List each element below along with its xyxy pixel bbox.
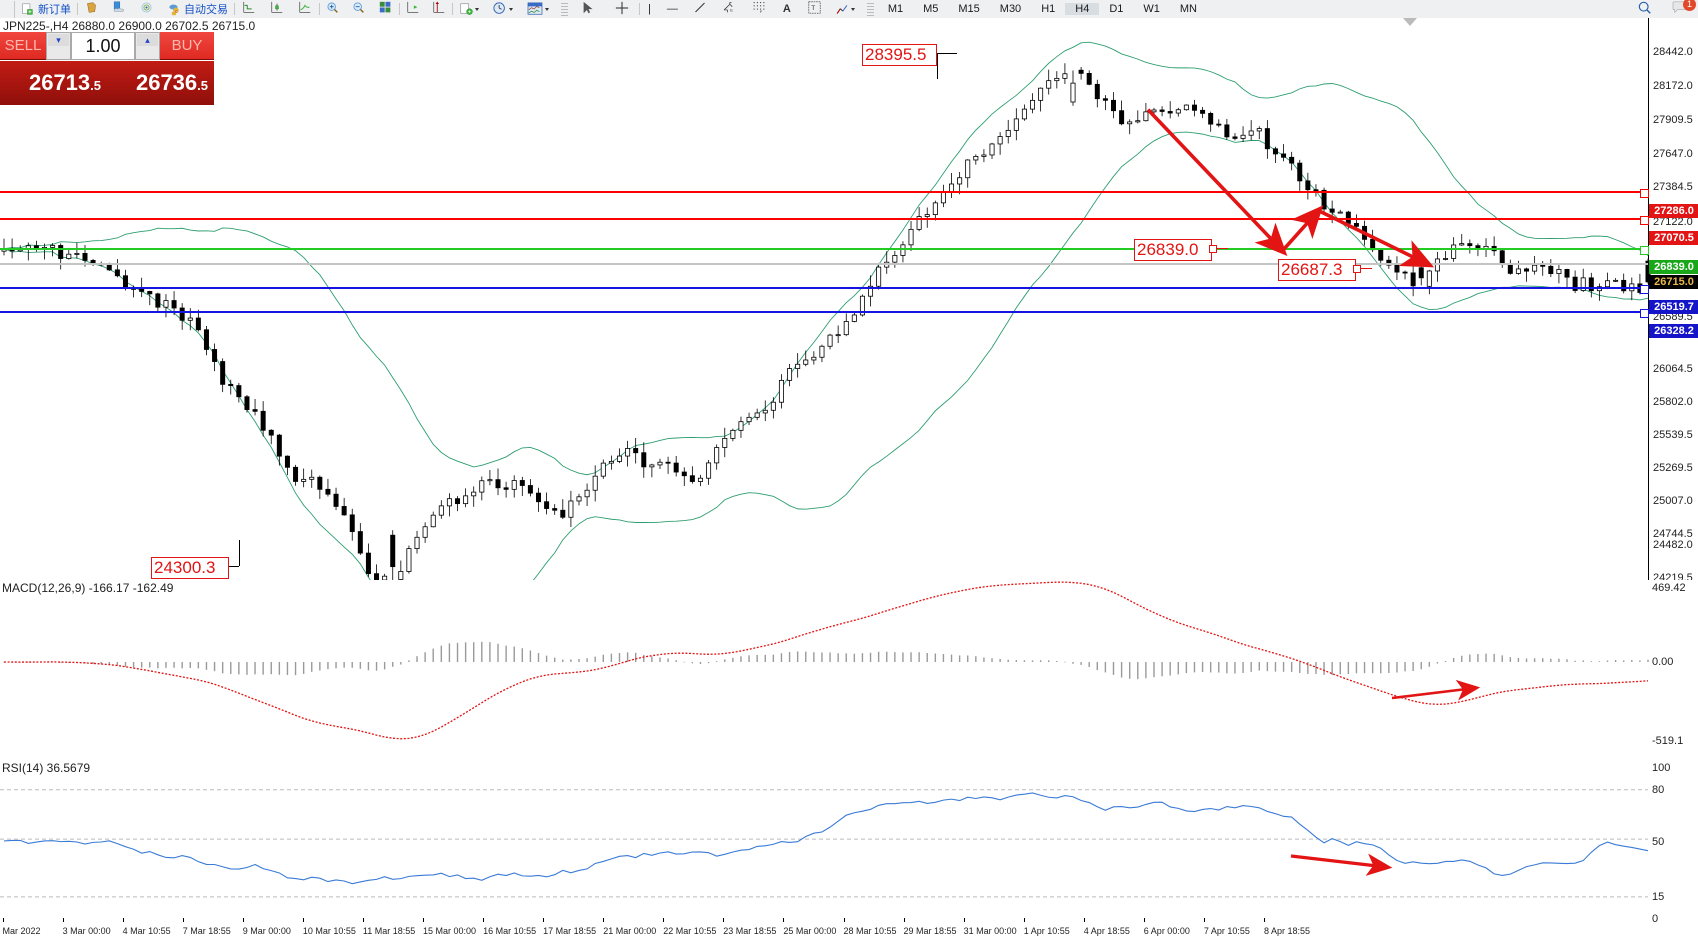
svg-text:E: E — [730, 8, 733, 13]
svg-text:T: T — [811, 5, 815, 12]
svg-text:F: F — [760, 9, 763, 14]
